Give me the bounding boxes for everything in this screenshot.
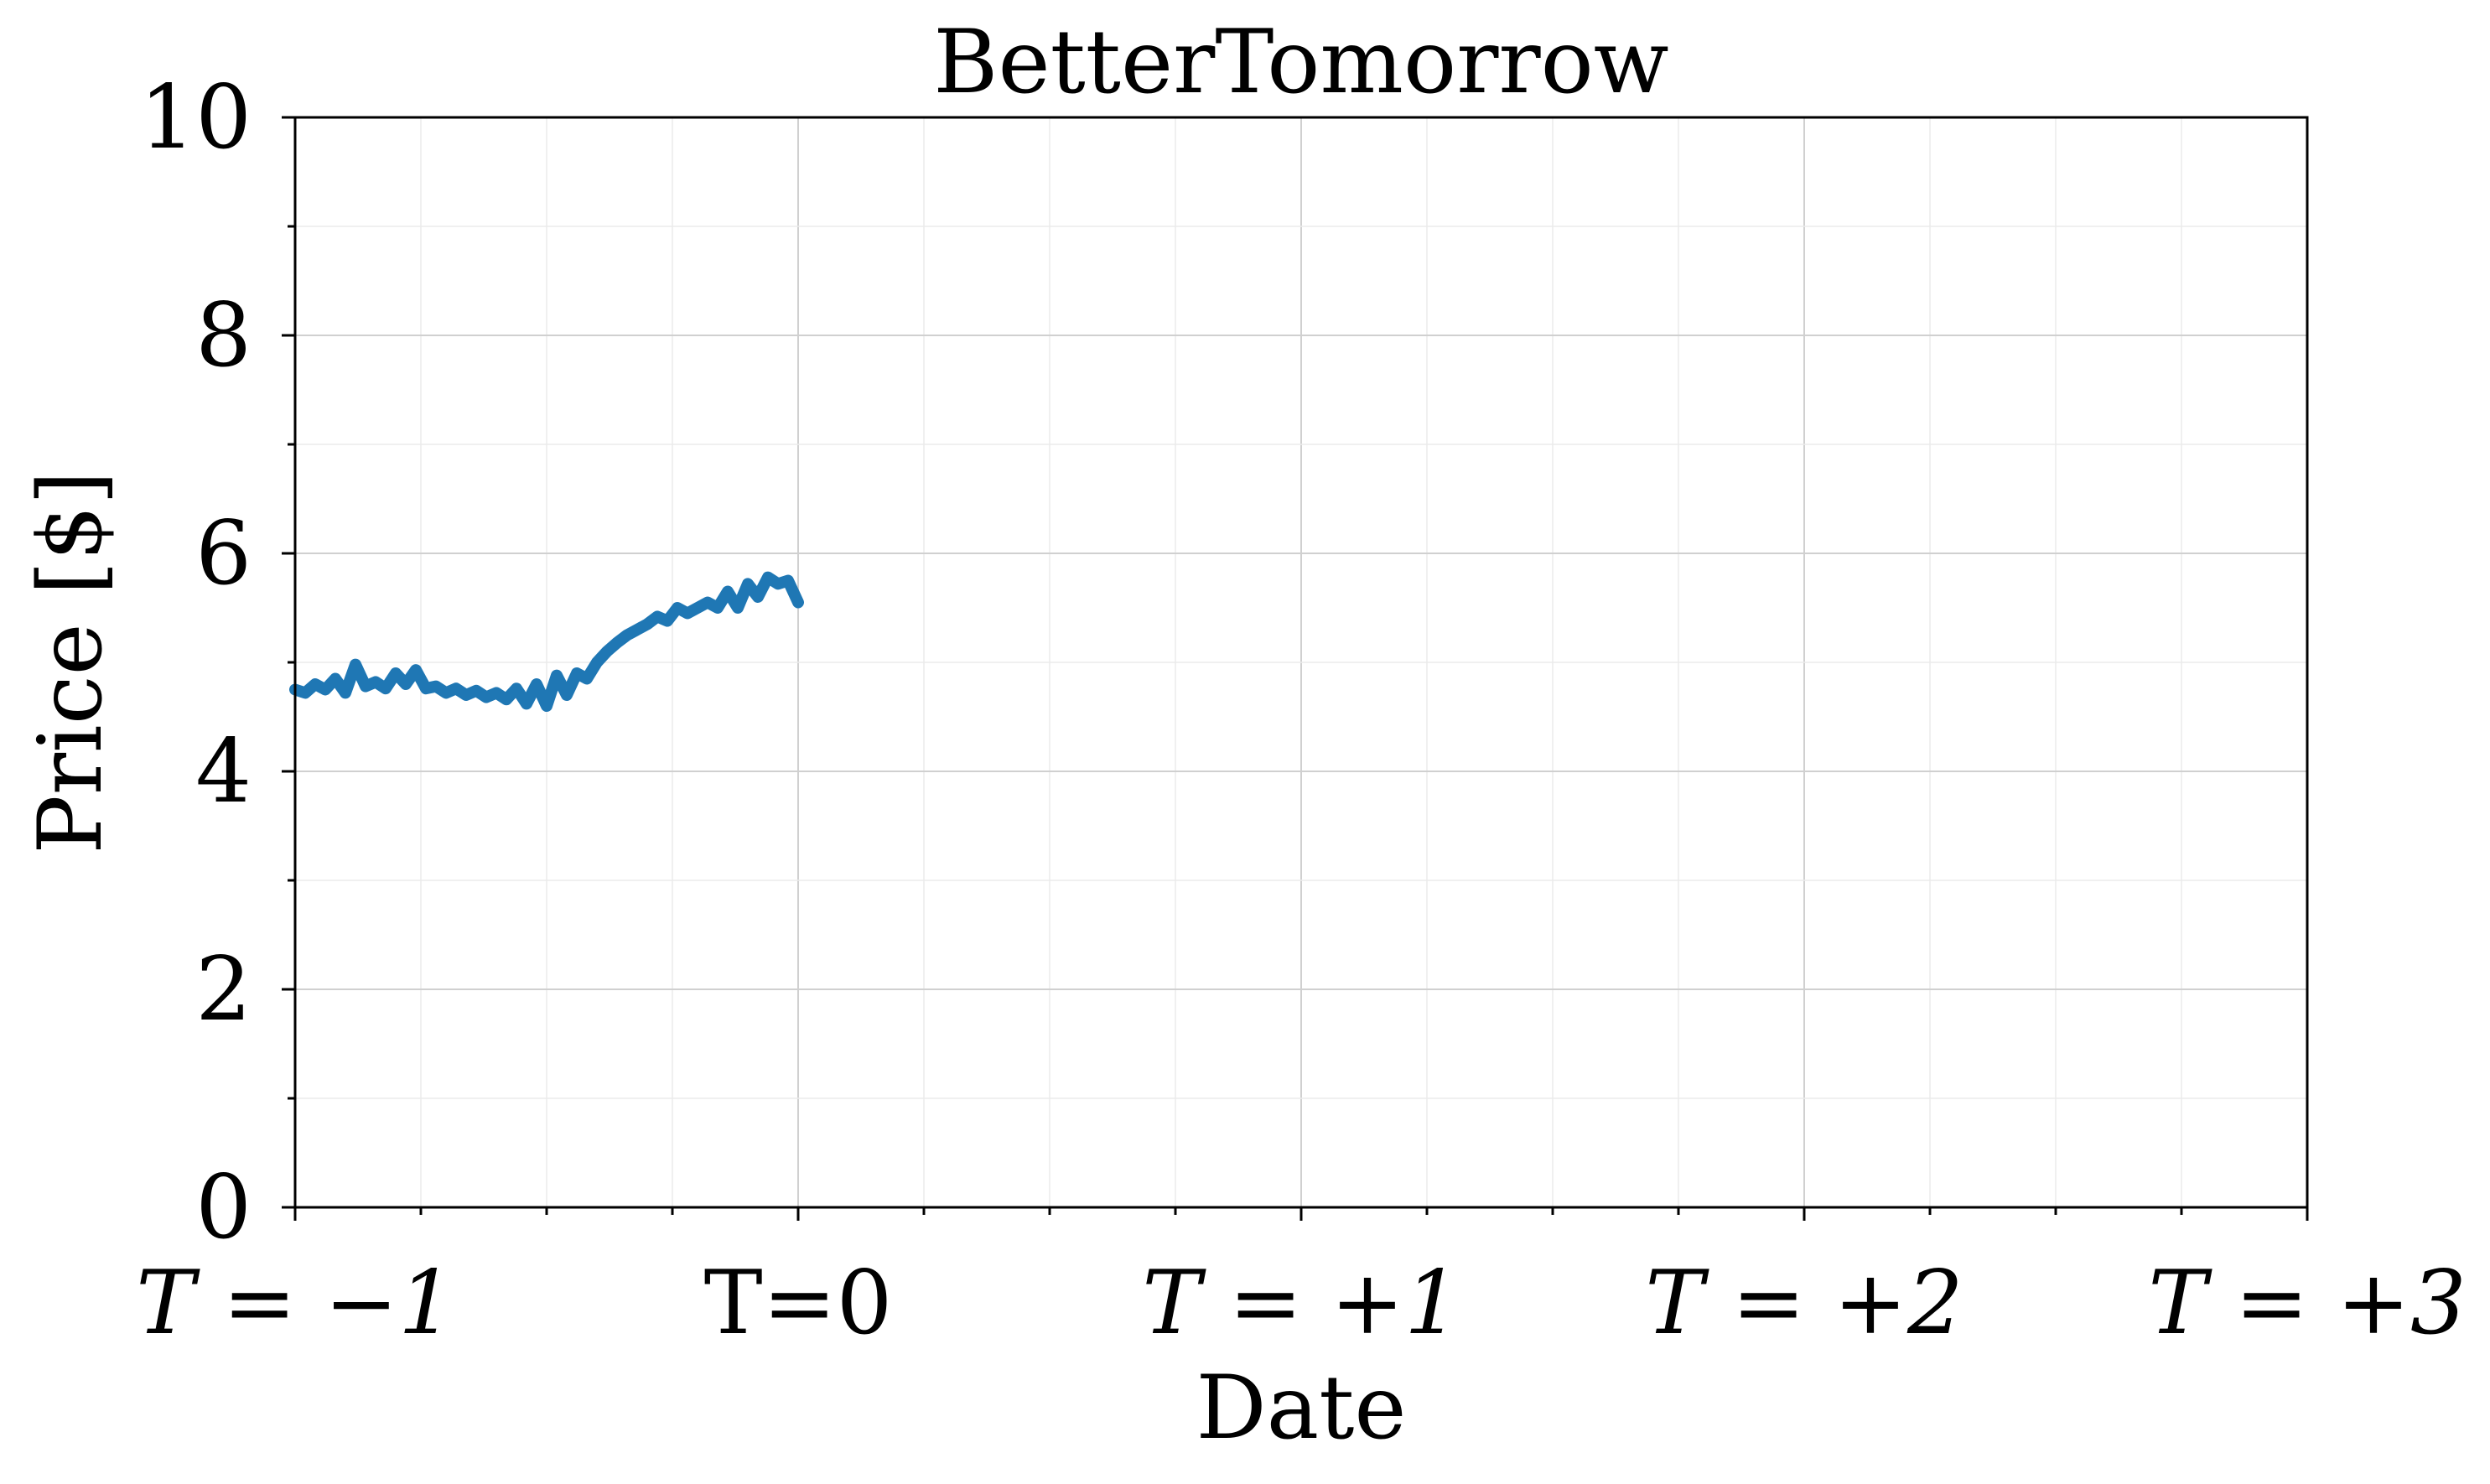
y-tick-label: 10 (139, 66, 252, 169)
y-tick-labels: 0 2 4 6 8 10 (139, 66, 252, 1258)
y-tick-label: 6 (195, 502, 252, 604)
x-tick-label: T = +3 (2148, 1252, 2467, 1354)
y-tick-label: 2 (195, 938, 252, 1040)
x-axis-title: Date (1196, 1357, 1406, 1459)
plot-series (289, 571, 804, 712)
y-tick-label: 0 (195, 1156, 252, 1258)
x-tick-label: T = +2 (1645, 1252, 1963, 1354)
y-tick-label: 8 (195, 284, 252, 387)
chart-title: BetterTomorrow (933, 11, 1668, 113)
y-tick-label: 4 (195, 720, 252, 822)
x-tick-label: T = −1 (136, 1252, 454, 1354)
x-tick-labels: T = −1 T=0 T = +1 T = +2 T = +3 (136, 1252, 2467, 1354)
x-tick-label: T=0 (704, 1252, 893, 1354)
x-tick-label: T = +1 (1142, 1252, 1460, 1354)
y-axis-title: Price [$] (19, 470, 122, 854)
series-line (289, 571, 804, 712)
axis-ticks (282, 116, 2309, 1221)
